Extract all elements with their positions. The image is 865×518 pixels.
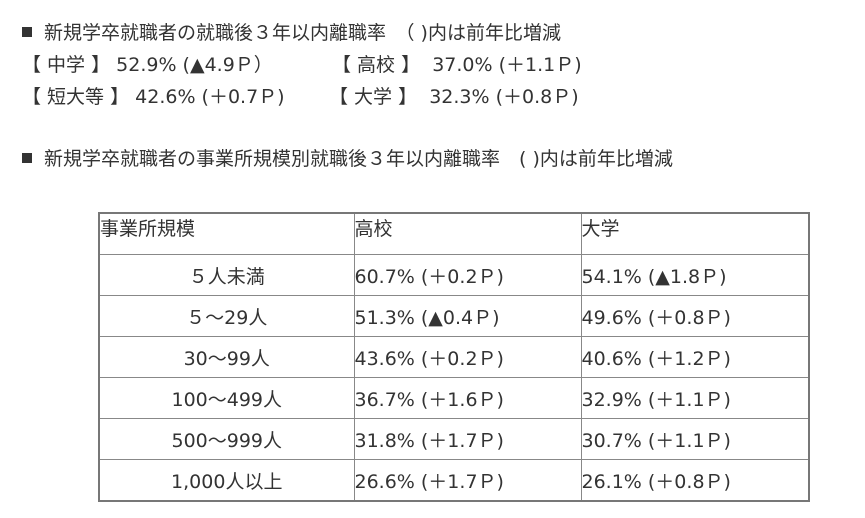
heading-turnover-rate: 新規学卒就職者の就職後３年以内離職率 （ )内は前年比増減 bbox=[22, 21, 561, 45]
high-school-cell: 51.3% (▲0.4Ｐ) bbox=[353, 295, 582, 337]
high-school-cell: 43.6% (＋0.2Ｐ) bbox=[353, 336, 582, 378]
summary-row-2: 【 短大等 】 42.6% (＋0.7Ｐ) 【 大学 】 32.3% (＋0.8Ｐ… bbox=[22, 85, 579, 109]
summary-label-university: 【 大学 】 bbox=[329, 86, 418, 108]
summary-university: 【 大学 】 32.3% (＋0.8Ｐ) bbox=[329, 85, 579, 109]
high-school-cell: 31.8% (＋1.7Ｐ) bbox=[353, 418, 582, 460]
summary-label-junior-high: 【 中学 】 bbox=[22, 54, 111, 76]
size-cell: ５～29人 bbox=[98, 295, 355, 337]
table-row: 100～499人 36.7% (＋1.6Ｐ) 32.9% (＋1.1Ｐ) bbox=[98, 377, 810, 419]
size-cell: ５人未満 bbox=[98, 254, 355, 296]
size-cell: 30～99人 bbox=[98, 336, 355, 378]
university-cell: 40.6% (＋1.2Ｐ) bbox=[580, 336, 810, 378]
summary-value-junior-college: 42.6% (＋0.7Ｐ) bbox=[135, 86, 285, 108]
university-cell: 32.9% (＋1.1Ｐ) bbox=[580, 377, 810, 419]
size-cell: 1,000人以上 bbox=[98, 459, 355, 502]
summary-junior-college: 【 短大等 】 42.6% (＋0.7Ｐ) bbox=[22, 85, 329, 109]
square-bullet-icon bbox=[22, 153, 32, 163]
summary-label-high-school: 【 高校 】 bbox=[332, 54, 421, 76]
column-header-size: 事業所規模 bbox=[98, 212, 355, 255]
turnover-by-size-table: 事業所規模 高校 大学 ５人未満 60.7% (＋0.2Ｐ) 54.1% (▲1… bbox=[98, 212, 810, 502]
summary-value-university: 32.3% (＋0.8Ｐ) bbox=[429, 86, 579, 108]
square-bullet-icon bbox=[22, 27, 32, 37]
table-row: ５～29人 51.3% (▲0.4Ｐ) 49.6% (＋0.8Ｐ) bbox=[98, 295, 810, 337]
summary-row-1: 【 中学 】 52.9% (▲4.9Ｐ）【 高校 】 37.0% (＋1.1Ｐ) bbox=[22, 53, 582, 77]
high-school-cell: 26.6% (＋1.7Ｐ) bbox=[353, 459, 582, 502]
table-row: 30～99人 43.6% (＋0.2Ｐ) 40.6% (＋1.2Ｐ) bbox=[98, 336, 810, 378]
university-cell: 49.6% (＋0.8Ｐ) bbox=[580, 295, 810, 337]
size-cell: 100～499人 bbox=[98, 377, 355, 419]
column-header-high-school: 高校 bbox=[353, 212, 582, 255]
summary-high-school: 【 高校 】 37.0% (＋1.1Ｐ) bbox=[332, 53, 582, 77]
summary-value-high-school: 37.0% (＋1.1Ｐ) bbox=[432, 54, 582, 76]
high-school-cell: 60.7% (＋0.2Ｐ) bbox=[353, 254, 582, 296]
summary-value-junior-high: 52.9% (▲4.9Ｐ） bbox=[116, 54, 273, 76]
university-cell: 26.1% (＋0.8Ｐ) bbox=[580, 459, 810, 502]
table-header-row: 事業所規模 高校 大学 bbox=[98, 212, 810, 255]
university-cell: 30.7% (＋1.1Ｐ) bbox=[580, 418, 810, 460]
table-row: ５人未満 60.7% (＋0.2Ｐ) 54.1% (▲1.8Ｐ) bbox=[98, 254, 810, 296]
size-cell: 500～999人 bbox=[98, 418, 355, 460]
table-row: 1,000人以上 26.6% (＋1.7Ｐ) 26.1% (＋0.8Ｐ) bbox=[98, 459, 810, 502]
university-cell: 54.1% (▲1.8Ｐ) bbox=[580, 254, 810, 296]
high-school-cell: 36.7% (＋1.6Ｐ) bbox=[353, 377, 582, 419]
table-row: 500～999人 31.8% (＋1.7Ｐ) 30.7% (＋1.1Ｐ) bbox=[98, 418, 810, 460]
heading-turnover-rate-text: 新規学卒就職者の就職後３年以内離職率 （ )内は前年比増減 bbox=[44, 22, 561, 44]
heading-by-size-text: 新規学卒就職者の事業所規模別就職後３年以内離職率 ( )内は前年比増減 bbox=[44, 148, 673, 170]
summary-label-junior-college: 【 短大等 】 bbox=[22, 86, 130, 108]
heading-by-size: 新規学卒就職者の事業所規模別就職後３年以内離職率 ( )内は前年比増減 bbox=[22, 147, 673, 171]
summary-junior-high: 【 中学 】 52.9% (▲4.9Ｐ） bbox=[22, 53, 332, 77]
column-header-university: 大学 bbox=[580, 212, 810, 255]
